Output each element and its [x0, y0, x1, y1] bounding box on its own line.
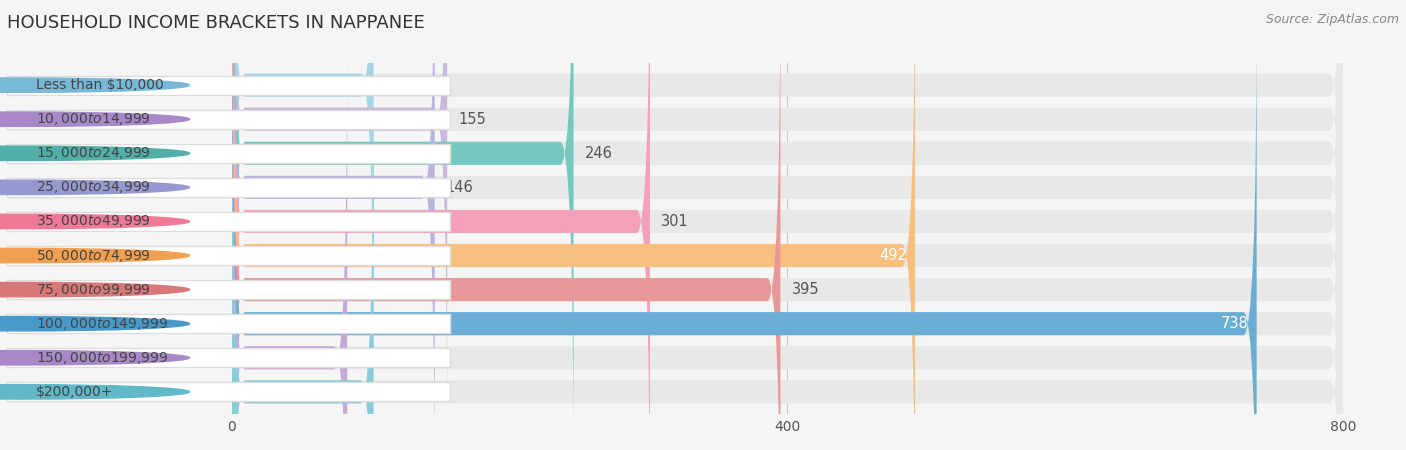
Circle shape [0, 214, 190, 229]
Text: 246: 246 [585, 146, 613, 161]
Text: Source: ZipAtlas.com: Source: ZipAtlas.com [1265, 14, 1399, 27]
Text: 102: 102 [385, 384, 413, 399]
Text: Less than $10,000: Less than $10,000 [35, 78, 163, 92]
Text: 146: 146 [446, 180, 474, 195]
FancyBboxPatch shape [232, 0, 574, 450]
FancyBboxPatch shape [232, 8, 1257, 450]
Circle shape [0, 248, 190, 263]
Text: HOUSEHOLD INCOME BRACKETS IN NAPPANEE: HOUSEHOLD INCOME BRACKETS IN NAPPANEE [7, 14, 425, 32]
Text: $10,000 to $14,999: $10,000 to $14,999 [35, 111, 150, 127]
Text: 492: 492 [879, 248, 907, 263]
FancyBboxPatch shape [232, 42, 347, 450]
Text: 83: 83 [359, 350, 377, 365]
Text: 301: 301 [661, 214, 689, 229]
Text: 738: 738 [1220, 316, 1249, 331]
Text: 102: 102 [385, 78, 413, 93]
Text: $100,000 to $149,999: $100,000 to $149,999 [35, 316, 169, 332]
FancyBboxPatch shape [232, 0, 1343, 450]
FancyBboxPatch shape [232, 0, 1343, 450]
FancyBboxPatch shape [232, 0, 374, 400]
Text: 155: 155 [458, 112, 486, 127]
FancyBboxPatch shape [232, 76, 374, 450]
FancyBboxPatch shape [232, 0, 1343, 400]
FancyBboxPatch shape [232, 42, 1343, 450]
FancyBboxPatch shape [232, 0, 1343, 435]
Text: $75,000 to $99,999: $75,000 to $99,999 [35, 282, 150, 297]
Text: $25,000 to $34,999: $25,000 to $34,999 [35, 180, 150, 195]
Text: $15,000 to $24,999: $15,000 to $24,999 [35, 145, 150, 161]
FancyBboxPatch shape [232, 0, 1343, 450]
FancyBboxPatch shape [232, 0, 434, 450]
FancyBboxPatch shape [232, 0, 1343, 450]
Circle shape [0, 351, 190, 365]
FancyBboxPatch shape [232, 0, 780, 450]
Circle shape [0, 180, 190, 194]
Circle shape [0, 146, 190, 161]
Text: $150,000 to $199,999: $150,000 to $199,999 [35, 350, 169, 366]
Circle shape [0, 316, 190, 331]
FancyBboxPatch shape [232, 76, 1343, 450]
Text: 395: 395 [792, 282, 820, 297]
FancyBboxPatch shape [232, 0, 915, 450]
FancyBboxPatch shape [232, 0, 1343, 450]
Circle shape [0, 78, 190, 92]
Text: $35,000 to $49,999: $35,000 to $49,999 [35, 213, 150, 230]
FancyBboxPatch shape [232, 8, 1343, 450]
FancyBboxPatch shape [232, 0, 447, 435]
Circle shape [0, 112, 190, 126]
FancyBboxPatch shape [232, 0, 650, 450]
Text: $200,000+: $200,000+ [35, 385, 114, 399]
Circle shape [0, 283, 190, 297]
Text: $50,000 to $74,999: $50,000 to $74,999 [35, 248, 150, 264]
Circle shape [0, 385, 190, 399]
